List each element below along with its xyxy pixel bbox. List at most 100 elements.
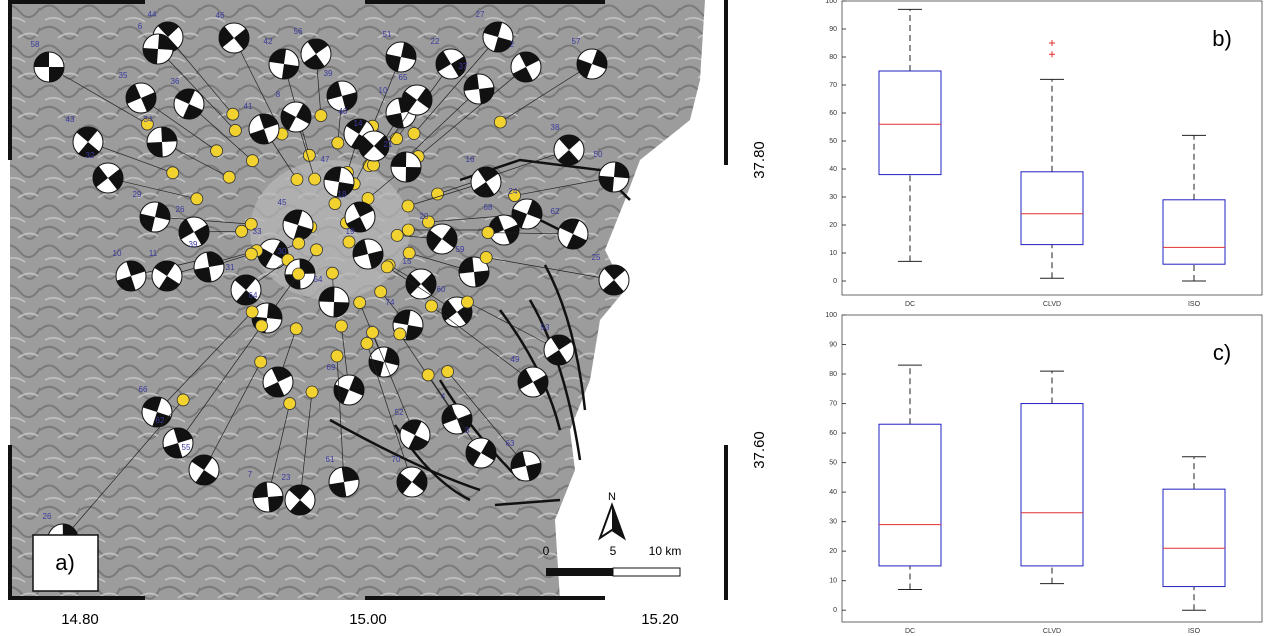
y-tick-label: 10 — [829, 250, 837, 257]
epicenter — [375, 286, 387, 298]
epicenter — [381, 261, 393, 273]
y-tick-label: 50 — [829, 138, 837, 145]
epicenter — [223, 171, 235, 183]
y-tick-label: 20 — [829, 222, 837, 229]
event-label: 20 — [420, 212, 429, 221]
map-panel: 5844646425651222725735364183940106537433… — [8, 0, 768, 628]
event-label: 52 — [395, 408, 404, 417]
event-label: 39 — [189, 240, 198, 249]
event-label: 3 — [465, 426, 470, 435]
event-label: 58 — [31, 40, 40, 49]
epicenter — [442, 366, 454, 378]
epicenter — [367, 327, 379, 339]
event-label: 54 — [314, 275, 323, 284]
x-tick-label: CLVD — [1043, 301, 1061, 308]
panel-label: a) — [55, 550, 75, 575]
event-label: 24 — [509, 187, 518, 196]
event-label: 6 — [138, 22, 143, 31]
event-label: 44 — [148, 10, 157, 19]
event-label: 38 — [551, 123, 560, 132]
y-tick-label: 40 — [829, 489, 837, 496]
epicenter — [326, 267, 338, 279]
epicenter — [332, 137, 344, 149]
y-tick-label: 100 — [825, 0, 837, 5]
lon-tick: 14.80 — [61, 611, 99, 628]
event-label: 16 — [466, 155, 475, 164]
event-label: 42 — [264, 37, 273, 46]
epicenter — [354, 297, 366, 309]
event-label: 65 — [399, 73, 408, 82]
y-tick-label: 90 — [829, 26, 837, 33]
event-label: 31 — [226, 263, 235, 272]
epicenter — [284, 398, 296, 410]
x-tick-label: CLVD — [1043, 628, 1061, 635]
epicenter — [246, 306, 258, 318]
event-label: 59 — [456, 245, 465, 254]
epicenter — [343, 236, 355, 248]
event-label: 25 — [592, 253, 601, 262]
epicenter — [293, 237, 305, 249]
event-label: 35 — [119, 71, 128, 80]
epicenter — [246, 155, 258, 167]
event-label: 46 — [216, 11, 225, 20]
event-label: 21 — [384, 140, 393, 149]
event-label: 55 — [182, 443, 191, 452]
epicenter — [394, 328, 406, 340]
event-label: 14 — [354, 119, 363, 128]
epicenter — [227, 108, 239, 120]
epicenter — [311, 244, 323, 256]
epicenter — [255, 356, 267, 368]
figure: 5844646425651222725735364183940106537433… — [0, 0, 1279, 636]
event-label: 74 — [386, 298, 395, 307]
event-label: 50 — [594, 150, 603, 159]
event-label: 40 — [339, 107, 348, 116]
epicenter — [422, 369, 434, 381]
epicenter — [211, 145, 223, 157]
epicenter — [309, 173, 321, 185]
event-label: 69 — [327, 363, 336, 372]
event-label: 64 — [249, 291, 258, 300]
x-tick-label: ISO — [1188, 301, 1201, 308]
event-label: 33 — [253, 227, 262, 236]
lat-tick: 37.60 — [751, 431, 768, 469]
event-label: 23 — [282, 473, 291, 482]
y-tick-label: 70 — [829, 400, 837, 407]
event-label: 37 — [459, 62, 468, 71]
y-tick-label: 10 — [829, 578, 837, 585]
epicenter — [402, 200, 414, 212]
event-label: 60 — [437, 285, 446, 294]
event-label: 22 — [431, 37, 440, 46]
event-label: 70 — [392, 455, 401, 464]
y-tick-label: 80 — [829, 54, 837, 61]
event-label: 15 — [403, 257, 412, 266]
epicenter — [461, 296, 473, 308]
y-tick-label: 80 — [829, 371, 837, 378]
y-tick-label: 70 — [829, 82, 837, 89]
y-tick-label: 50 — [829, 459, 837, 466]
epicenter — [191, 193, 203, 205]
epicenter — [480, 252, 492, 264]
event-label: 7 — [248, 470, 253, 479]
scale-label: 5 — [610, 544, 617, 558]
y-tick-label: 40 — [829, 166, 837, 173]
epicenter — [293, 268, 305, 280]
event-label: 26 — [176, 205, 185, 214]
scale-label: 10 km — [649, 544, 682, 558]
event-label: 53 — [541, 323, 550, 332]
event-label: 47 — [321, 155, 330, 164]
y-tick-label: 20 — [829, 548, 837, 555]
epicenter — [303, 149, 315, 161]
event-label: 41 — [244, 102, 253, 111]
x-tick-label: ISO — [1188, 628, 1201, 635]
event-label: 10 — [379, 86, 388, 95]
y-tick-label: 0 — [833, 607, 837, 614]
event-label: 29 — [133, 190, 142, 199]
event-label: 49 — [511, 355, 520, 364]
epicenter — [306, 386, 318, 398]
epicenter — [245, 248, 257, 260]
event-label: 51 — [383, 30, 392, 39]
epicenter — [331, 350, 343, 362]
epicenter — [236, 225, 248, 237]
lon-tick: 15.20 — [641, 611, 679, 628]
epicenter — [426, 300, 438, 312]
